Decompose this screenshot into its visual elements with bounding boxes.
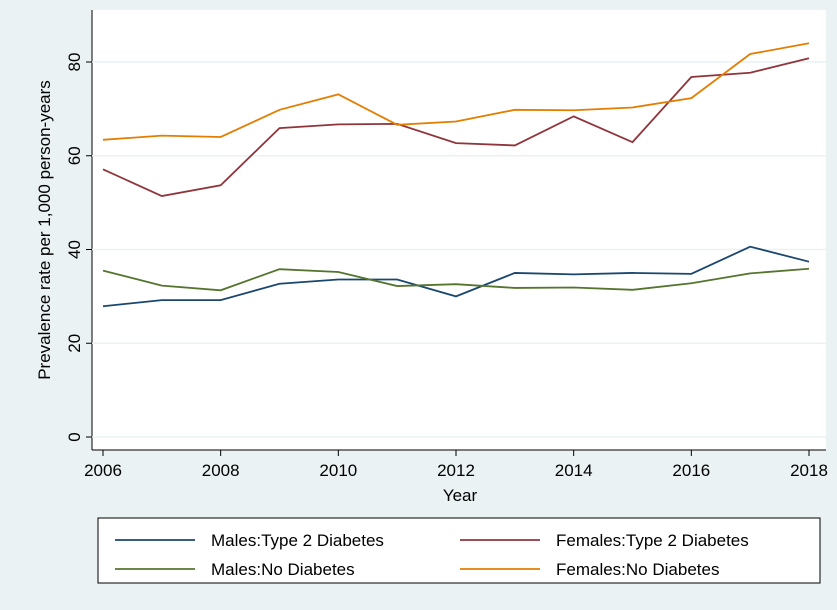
series-line bbox=[102, 267, 810, 292]
y-tick-label: 60 bbox=[65, 146, 84, 165]
y-tick-label: 40 bbox=[65, 240, 84, 259]
legend-label: Males:No Diabetes bbox=[211, 560, 355, 579]
x-axis-title: Year bbox=[443, 486, 478, 505]
x-tick-label: 2012 bbox=[437, 461, 475, 480]
y-tick-label: 0 bbox=[65, 432, 84, 441]
x-tick-label: 2006 bbox=[84, 461, 122, 480]
legend-label: Males:Type 2 Diabetes bbox=[211, 531, 384, 550]
plot-area bbox=[92, 10, 826, 450]
legend-label: Females:Type 2 Diabetes bbox=[556, 531, 749, 550]
series-line bbox=[102, 245, 810, 308]
x-tick-label: 2010 bbox=[319, 461, 357, 480]
y-axis-title: Prevalence rate per 1,000 person-years bbox=[35, 80, 54, 380]
x-tick-label: 2014 bbox=[555, 461, 593, 480]
x-tick-label: 2016 bbox=[672, 461, 710, 480]
series-line bbox=[102, 57, 810, 197]
legend-box bbox=[97, 517, 821, 584]
series-line bbox=[102, 42, 810, 141]
x-tick-label: 2008 bbox=[202, 461, 240, 480]
y-tick-label: 20 bbox=[65, 334, 84, 353]
x-tick-label: 2018 bbox=[790, 461, 828, 480]
y-tick-label: 80 bbox=[65, 53, 84, 72]
legend-label: Females:No Diabetes bbox=[556, 560, 719, 579]
